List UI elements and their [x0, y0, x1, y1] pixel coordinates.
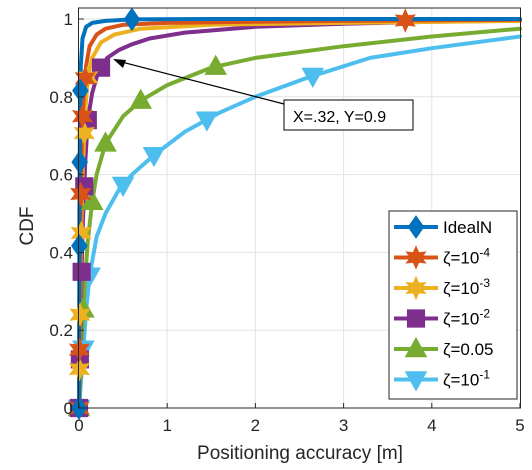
x-tick-label: 0 [74, 416, 83, 435]
data-point-marker [142, 146, 166, 168]
data-point-marker [73, 120, 95, 146]
legend-marker [405, 275, 427, 301]
annotation: X=.32, Y=0.9 [113, 59, 414, 131]
y-tick-label: 0.2 [49, 321, 73, 340]
data-point-marker [70, 181, 92, 207]
data-point-marker [129, 88, 153, 109]
data-point-marker [68, 356, 91, 382]
legend-label: ζ=10-3 [443, 276, 490, 298]
plot-frame [78, 7, 521, 409]
x-tick-label: 2 [251, 416, 260, 435]
data-point-marker [71, 234, 88, 258]
x-tick-label: 3 [339, 416, 348, 435]
legend-label: ζ=10-2 [443, 307, 490, 329]
legend-label: ζ=10-4 [443, 246, 490, 268]
x-tick-label: 5 [515, 416, 524, 435]
y-ticks: 0 0.2 0.4 0.6 0.8 1 [49, 10, 84, 418]
y-tick-label: 0.6 [49, 166, 73, 185]
x-axis-label: Positioning accuracy [m] [197, 443, 403, 464]
data-point-marker [80, 189, 104, 211]
data-point-marker [94, 131, 117, 152]
y-tick-label: 0.8 [49, 88, 73, 107]
legend-marker [407, 215, 425, 239]
x-tick-label: 4 [427, 416, 436, 435]
data-point-marker [123, 7, 141, 32]
legend: IdealN ζ=10-4 ζ=10-3 ζ=10-2 ζ=0.05 ζ=10-1 [388, 210, 518, 400]
annotation-box [283, 99, 414, 131]
legend-marker [404, 336, 428, 358]
series-markers [67, 7, 416, 421]
data-point-marker [72, 262, 91, 281]
annotation-text: X=.32, Y=0.9 [293, 109, 386, 126]
legend-label: ζ=0.05 [443, 340, 494, 359]
y-tick-label: 1 [64, 10, 73, 29]
x-ticks: 0 1 2 3 4 5 [74, 403, 525, 435]
data-point-marker [301, 67, 325, 88]
data-point-marker [68, 337, 91, 362]
legend-label: IdealN [443, 218, 492, 237]
annotation-arrow [117, 60, 285, 105]
legend-marker [406, 309, 426, 328]
x-tick-label: 1 [162, 416, 171, 435]
data-point-marker [69, 302, 91, 327]
legend-marker [405, 245, 427, 270]
data-point-marker [394, 8, 416, 33]
data-point-marker [111, 176, 135, 197]
data-point-marker [204, 54, 228, 75]
data-point-marker [71, 104, 94, 129]
y-axis-label: CDF [17, 206, 38, 245]
legend-box [388, 210, 518, 400]
data-point-marker [71, 150, 89, 175]
data-point-marker [195, 111, 219, 132]
series-line [77, 34, 522, 410]
y-tick-label: 0.4 [49, 243, 73, 262]
legend-label: ζ=10-1 [443, 368, 490, 390]
legend-marker [404, 371, 428, 392]
annotation-arrowhead [113, 59, 126, 68]
y-tick-label: 0 [64, 399, 73, 418]
data-point-marker [72, 78, 89, 103]
